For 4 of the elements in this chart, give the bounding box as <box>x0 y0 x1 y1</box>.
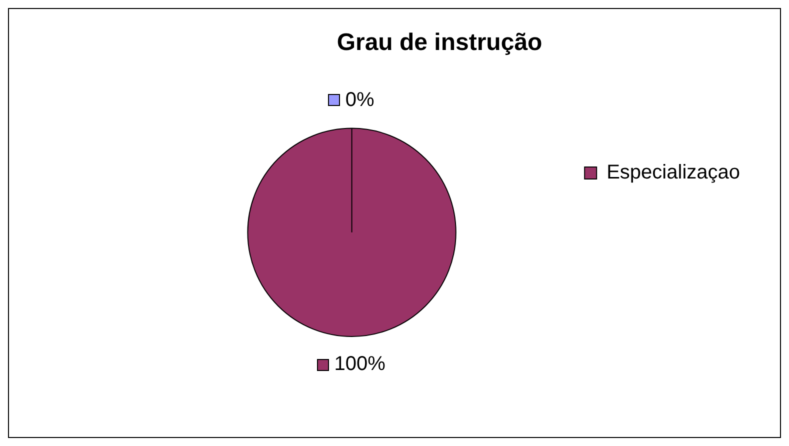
text: 0% <box>345 88 374 111</box>
chart-title: Grau de instrução <box>336 29 542 56</box>
legend-label: Especializaçao <box>606 162 740 184</box>
data-label: 100% <box>334 353 386 376</box>
